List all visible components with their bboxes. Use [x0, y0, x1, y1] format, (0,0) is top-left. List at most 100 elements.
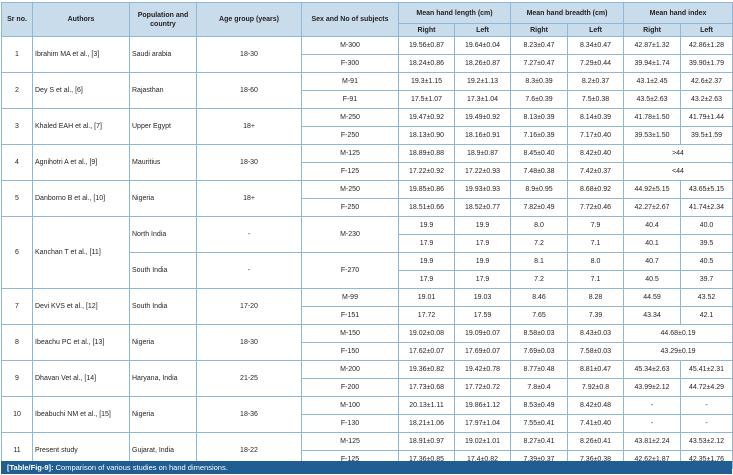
length-left-cell: 17.22±0.93	[453, 162, 512, 181]
sex-cell: M-125	[301, 144, 399, 163]
sex-cell: F-125	[301, 162, 399, 181]
index-right-cell: 42.27±2.67	[623, 198, 682, 217]
index-left-cell: 39.5±1.59	[680, 126, 733, 145]
index-left-cell: 43.52	[680, 288, 733, 307]
author-cell: Khaled EAH et al., [7]	[32, 108, 130, 145]
breadth-right-cell: 7.2	[510, 270, 569, 289]
table-row: 17.9 17.9 7.2 7.1 40.1 39.5	[2, 234, 733, 253]
length-left-cell: 19.64±0.04	[453, 36, 512, 55]
index-left-cell: 43.2±2.63	[680, 90, 733, 109]
length-left-cell: 17.97±1.04	[453, 414, 512, 433]
index-right-cell: 41.78±1.50	[623, 108, 682, 127]
breadth-right-cell: 8.77±0.48	[510, 360, 569, 379]
table-row: 8 Ibeachu PC et al., [13] Nigeria 18-30 M-15…	[1, 324, 733, 361]
breadth-left-cell: 7.17±0.40	[567, 126, 625, 145]
age-cell: -	[196, 252, 302, 289]
header-sr: Sr no.	[1, 2, 33, 37]
header-age: Age group (years)	[196, 2, 302, 37]
index-left-cell: -	[680, 396, 733, 415]
length-right-cell: 19.02±0.08	[398, 324, 455, 343]
breadth-right-cell: 7.69±0.03	[510, 342, 569, 361]
length-right-cell: 18.51±0.66	[398, 198, 455, 217]
length-left-cell: 19.86±1.12	[453, 396, 512, 415]
header-authors: Authors	[32, 2, 130, 37]
length-right-cell: 19.01	[398, 288, 455, 307]
index-right-cell: 43.1±2.45	[623, 72, 682, 91]
length-left-cell: 18.26±0.87	[453, 54, 512, 73]
header-breadth-right: Right	[510, 23, 569, 37]
breadth-left-cell: 7.41±0.40	[567, 414, 625, 433]
sex-cell: F-130	[301, 414, 399, 433]
table-row: 7 Devi KVS et al., [12] South India 17-20 M-…	[1, 288, 733, 325]
index-right-cell: 43.99±2.12	[623, 378, 682, 397]
sex-cell: M-250	[301, 108, 399, 127]
sex-cell: M-99	[301, 288, 399, 307]
header-breadth: Mean hand breadth (cm)	[510, 2, 625, 24]
length-left-cell: 18.52±0.77	[453, 198, 512, 217]
caption-text: Comparison of various studies on hand di…	[53, 463, 228, 472]
index-combined-cell: 44.68±0.19	[623, 324, 733, 343]
table-row: 4 Agnihotri A et al., [9] Mauritius 18-30 M-…	[1, 144, 733, 181]
header-length: Mean hand length (cm)	[397, 2, 512, 24]
population-cell: Haryana, India	[129, 360, 197, 397]
population-cell: Upper Egypt	[129, 108, 197, 145]
sex-cell: F-151	[301, 306, 399, 325]
table-row: F-250 18.13±0.90 18.16±0.91 7.16±0.39 7.17±0…	[2, 126, 733, 145]
sex-cell: F-270	[301, 252, 399, 289]
breadth-right-cell: 7.65	[510, 306, 569, 325]
author-cell: Ibrahim MA et al., [3]	[32, 36, 130, 73]
breadth-right-cell: 7.55±0.41	[510, 414, 569, 433]
breadth-right-cell: 8.1	[510, 252, 569, 271]
age-cell: 18-30	[196, 36, 302, 73]
sex-cell: F-250	[301, 198, 399, 217]
breadth-left-cell: 7.5±0.38	[567, 90, 625, 109]
index-right-cell: 42.87±1.32	[623, 36, 682, 55]
index-left-cell: 39.5	[680, 234, 733, 253]
header-breadth-left: Left	[567, 23, 625, 37]
table-row: 2 Dey S et al., [6] Rajasthan 18-60 M-91 19.3…	[1, 72, 733, 109]
breadth-right-cell: 8.3±0.39	[510, 72, 569, 91]
length-left-cell: 19.03	[453, 288, 512, 307]
index-right-cell: -	[623, 396, 682, 415]
table-body: 1 Ibrahim MA et al., [3] Saudi arabia 18-30…	[1, 36, 733, 469]
index-right-cell: 40.4	[623, 216, 682, 235]
index-right-cell: -	[623, 414, 682, 433]
length-left-cell: 17.69±0.07	[453, 342, 512, 361]
length-right-cell: 19.9	[398, 216, 455, 235]
table-row: 11 Present study Gujarat, India 18-22 M-125 1…	[1, 432, 733, 469]
breadth-left-cell: 8.26±0.41	[567, 432, 625, 451]
sr-number: 4	[1, 144, 33, 181]
breadth-left-cell: 7.92±0.8	[567, 378, 625, 397]
breadth-right-cell: 8.27±0.41	[510, 432, 569, 451]
breadth-left-cell: 8.14±0.39	[567, 108, 625, 127]
length-right-cell: 17.73±0.68	[398, 378, 455, 397]
length-right-cell: 19.3±1.15	[398, 72, 455, 91]
length-right-cell: 17.22±0.92	[398, 162, 455, 181]
breadth-right-cell: 8.0	[510, 216, 569, 235]
length-right-cell: 19.9	[398, 252, 455, 271]
population-cell: South India	[129, 252, 197, 289]
index-right-cell: 43.5±2.63	[623, 90, 682, 109]
table-row: F-200 17.73±0.68 17.72±0.72 7.8±0.4 7.92±0.8…	[2, 378, 733, 397]
table-row: 6 Kanchan T et al., [11] North India - M-230…	[1, 216, 733, 289]
length-left-cell: 17.72±0.72	[453, 378, 512, 397]
table-row: 17.9 17.9 7.2 7.1 40.5 39.7	[2, 270, 733, 289]
index-combined-cell: 43.29±0.19	[623, 342, 733, 361]
breadth-left-cell: 8.0	[567, 252, 625, 271]
index-left-cell: -	[680, 414, 733, 433]
author-cell: Dhavan Vet al., [14]	[32, 360, 130, 397]
length-right-cell: 19.47±0.92	[398, 108, 455, 127]
index-left-cell: 42.1	[680, 306, 733, 325]
sr-number: 8	[1, 324, 33, 361]
length-right-cell: 19.85±0.86	[398, 180, 455, 199]
age-cell: 18-30	[196, 144, 302, 181]
breadth-left-cell: 7.29±0.44	[567, 54, 625, 73]
sex-cell: F-200	[301, 378, 399, 397]
age-cell: 18-30	[196, 324, 302, 361]
population-cell: Mauritius	[129, 144, 197, 181]
breadth-right-cell: 8.53±0.49	[510, 396, 569, 415]
length-right-cell: 18.13±0.90	[398, 126, 455, 145]
length-left-cell: 19.9	[453, 252, 512, 271]
header-length-right: Right	[398, 23, 455, 37]
caption-label: [Table/Fig-9]:	[7, 463, 54, 472]
